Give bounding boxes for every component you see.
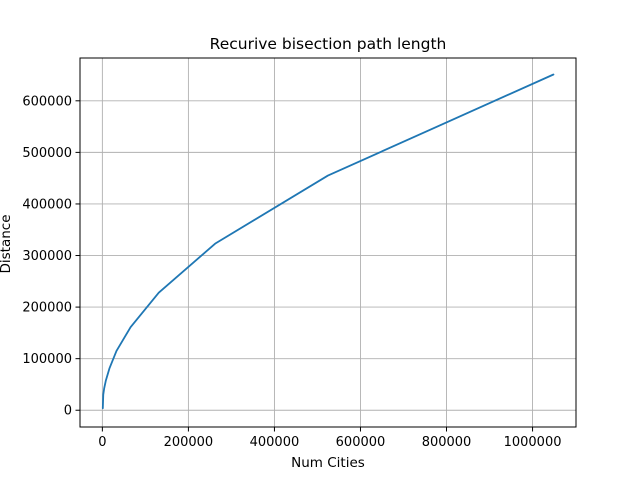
y-axis-ticks: 0 100000 200000 300000 400000 500000 600000 xyxy=(22,94,80,419)
x-tick-label: 400000 xyxy=(250,435,300,450)
x-tick-label: 800000 xyxy=(422,435,472,450)
x-axis-label: Num Cities xyxy=(291,455,365,471)
series-group xyxy=(101,73,555,410)
x-tick-label: 200000 xyxy=(164,435,214,450)
y-axis-label: Distance xyxy=(0,214,14,273)
y-tick-label: 300000 xyxy=(22,249,72,264)
x-axis-ticks: 0 200000 400000 600000 800000 1000000 xyxy=(98,427,562,450)
x-tick-label: 600000 xyxy=(336,435,386,450)
y-tick-label: 200000 xyxy=(22,301,72,316)
y-tick-label: 0 xyxy=(64,404,72,419)
x-tick-label: 0 xyxy=(98,435,106,450)
chart-title: Recurive bisection path length xyxy=(210,35,447,53)
x-tick-label: 1000000 xyxy=(504,435,562,450)
y-tick-label: 100000 xyxy=(22,352,72,367)
y-tick-label: 500000 xyxy=(22,146,72,161)
y-tick-label: 600000 xyxy=(22,94,72,109)
series-line xyxy=(101,73,555,410)
y-tick-label: 400000 xyxy=(22,197,72,212)
plot-frame xyxy=(79,57,577,428)
